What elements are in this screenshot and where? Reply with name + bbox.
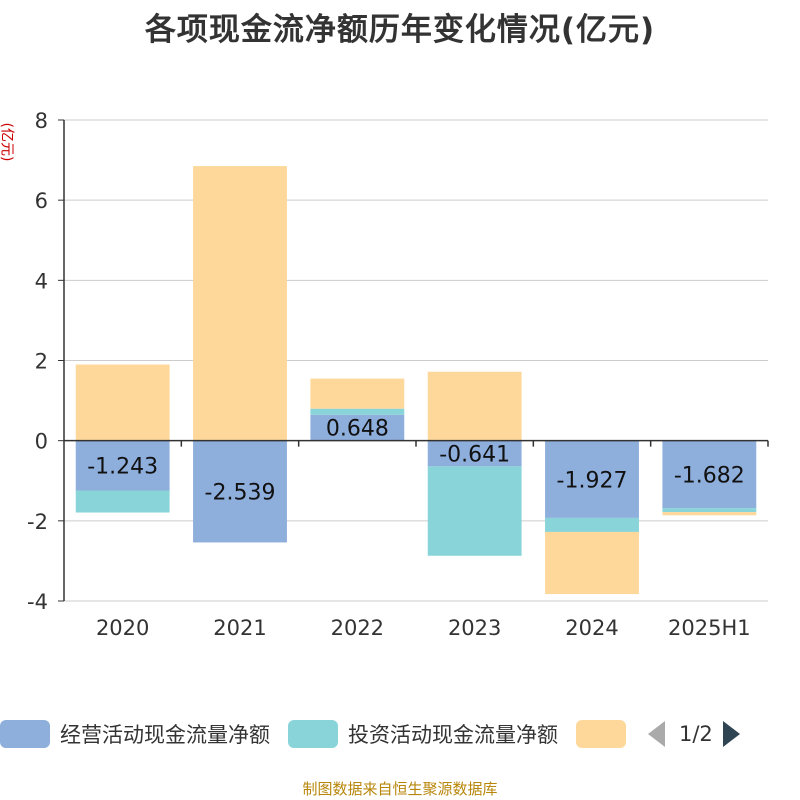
data-label: -1.243 [87,455,158,480]
bar-segment [662,512,757,516]
y-tick-label: 6 [35,189,48,213]
bar-segment [193,166,287,441]
bar-segment [545,531,639,595]
y-tick-label: 0 [35,430,48,454]
data-labels: -1.243 -2.539 0.648 -0.641 -1.927 -1.682 [87,417,745,506]
grid-lines [64,119,768,602]
legend-label-investing: 投资活动现金流量净额 [348,723,558,747]
bar-segment [545,440,639,518]
bar-segment [427,440,522,467]
bar-segment [310,414,405,441]
y-tick-label: 2 [35,350,48,374]
bar-segment [545,517,639,532]
bar-segment [193,440,287,543]
y-tick-label: -2 [27,510,48,534]
bar-segment [75,440,170,491]
bar-segment [75,490,170,513]
bar-segment [662,508,757,513]
legend-page-indicator: 1/2 [679,722,713,746]
axes: -4 -2 0 2 4 6 8 2020 2021 2022 2023 2024 2025H1 [27,109,769,640]
prev-page-icon[interactable] [648,721,665,747]
bar-chart: -4 -2 0 2 4 6 8 2020 2021 2022 2023 2024 2025H1 -1.2… [27,109,769,640]
bar-segment [662,440,757,509]
x-tick-label: 2023 [448,616,501,640]
legend-swatch-third [576,720,626,748]
bar-segment [75,364,170,441]
legend-item-third[interactable] [576,720,636,748]
y-tick-label: 4 [35,269,48,293]
y-tick-label: 8 [35,109,48,133]
legend-item-investing[interactable]: 投资活动现金流量净额 [288,719,558,749]
bars [75,166,757,595]
data-label: 0.648 [326,417,389,442]
y-tick-label: -4 [27,590,48,614]
legend-pager: 1/2 [648,721,740,747]
x-tick-label: 2022 [331,616,384,640]
chart-title: 各项现金流净额历年变化情况(亿元) [144,12,656,48]
data-source-note: 制图数据来自恒生聚源数据库 [302,780,498,798]
data-label: -1.682 [674,463,745,488]
legend: 经营活动现金流量净额 投资活动现金流量净额 1/2 [0,716,800,752]
x-tick-label: 2024 [565,616,618,640]
data-label: -0.641 [439,443,510,468]
bar-segment [310,408,405,415]
x-tick-label: 2021 [213,616,266,640]
bar-segment [427,371,522,441]
next-page-icon[interactable] [722,721,740,747]
data-label: -1.927 [557,468,628,493]
data-label: -2.539 [205,481,276,506]
x-tick-label: 2020 [96,616,149,640]
legend-item-operating[interactable]: 经营活动现金流量净额 [0,719,270,749]
bar-segment [427,466,522,556]
bar-segment [310,378,405,409]
legend-label-operating: 经营活动现金流量净额 [60,723,270,747]
legend-swatch-operating [0,720,50,748]
x-tick-label: 2025H1 [668,616,751,640]
legend-swatch-investing [288,720,338,748]
